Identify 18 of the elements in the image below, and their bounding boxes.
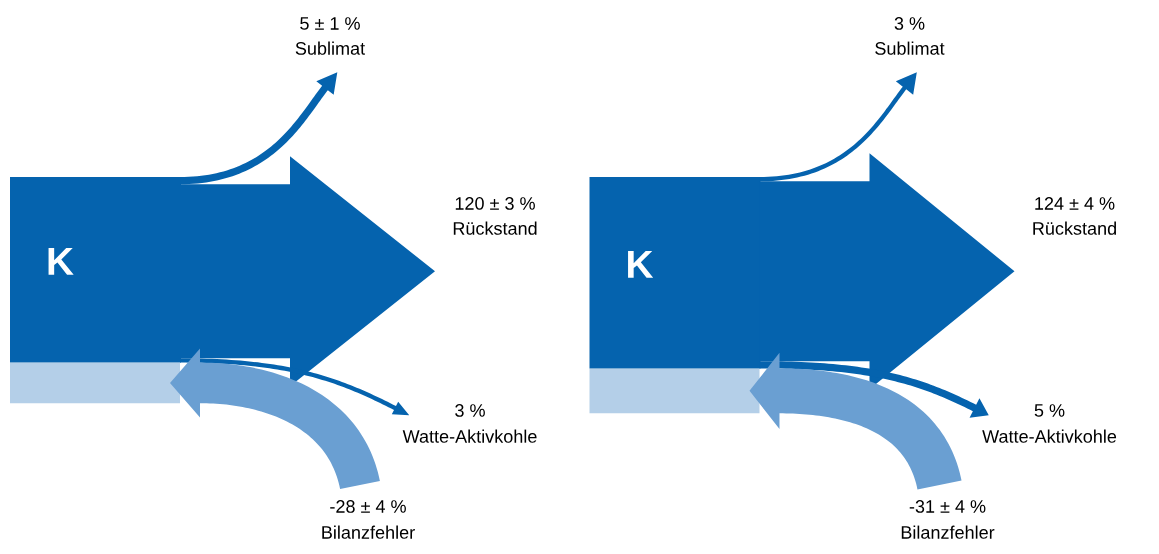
text: K xyxy=(48,248,74,275)
data-label: 3 % xyxy=(455,404,485,417)
category-label: Bilanzfehler xyxy=(322,525,415,539)
data-label: 3 % xyxy=(894,17,925,30)
data-label: 5 ± 1 % xyxy=(300,17,360,30)
category-label: Rückstand xyxy=(1033,221,1116,235)
category-label: Bilanzfehler xyxy=(901,525,995,539)
category-label: Watte-Aktivkohle xyxy=(402,429,537,443)
data-label: -28 ± 4 % xyxy=(330,500,406,513)
data-label: 120 ± 3 % xyxy=(455,197,535,210)
category-label: Watte-Aktivkohle xyxy=(982,429,1117,443)
category-label: Rückstand xyxy=(453,221,537,235)
text: K xyxy=(628,251,654,278)
category-label: Sublimat xyxy=(875,41,945,55)
data-label: 5 % xyxy=(1034,404,1065,417)
data-label: -31 ± 4 % xyxy=(909,500,986,513)
data-label: 124 ± 4 % xyxy=(1035,197,1115,210)
category-label: Sublimat xyxy=(295,41,365,55)
